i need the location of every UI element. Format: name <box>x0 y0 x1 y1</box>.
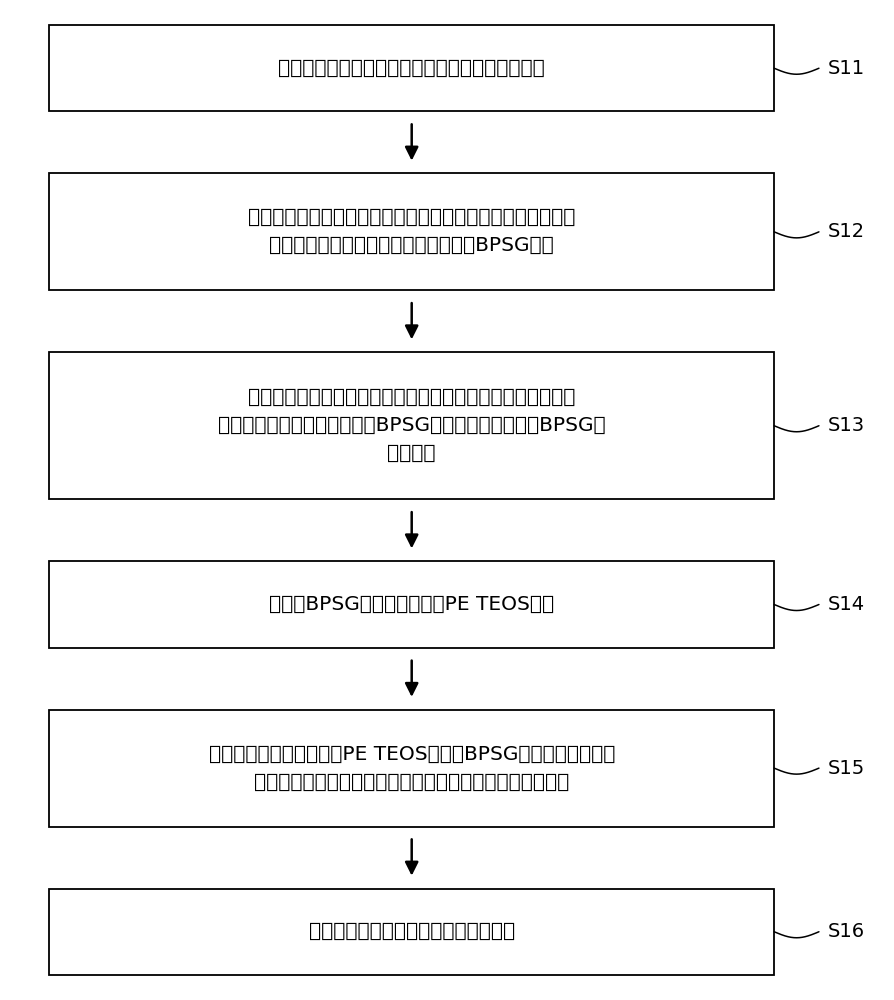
Text: 向所述反应腔内通入臭氧，使得残留的正硅酸乙酯、磷酸三乙
酯和硼酸三乙酯经过反应形成BPSG物质，并且附在所述BPSG薄
膜的表面: 向所述反应腔内通入臭氧，使得残留的正硅酸乙酯、磷酸三乙 酯和硼酸三乙酯经过反应形… <box>217 388 605 463</box>
Text: 在所述BPSG薄膜的表面形成PE TEOS薄膜: 在所述BPSG薄膜的表面形成PE TEOS薄膜 <box>269 595 553 614</box>
Text: S13: S13 <box>827 416 864 435</box>
Bar <box>49 889 773 975</box>
Text: S15: S15 <box>827 759 864 778</box>
Bar <box>49 352 773 499</box>
Text: 提供器件晶圆，并将所述器件晶圆放置于反应腔内: 提供器件晶圆，并将所述器件晶圆放置于反应腔内 <box>278 59 544 78</box>
Bar <box>49 710 773 827</box>
Text: S14: S14 <box>827 595 864 614</box>
Text: S11: S11 <box>827 59 864 78</box>
Text: 向所述孔洞内填充金属，以形成接触孔: 向所述孔洞内填充金属，以形成接触孔 <box>308 922 514 941</box>
Bar <box>49 173 773 290</box>
Text: S12: S12 <box>827 222 864 241</box>
Text: 向所述反应腔内通入正硅酸乙酯、磷酸三乙酯和硼酸三乙酯，
经过反应，在所述器件晶圆的表面形成BPSG薄膜: 向所述反应腔内通入正硅酸乙酯、磷酸三乙酯和硼酸三乙酯， 经过反应，在所述器件晶圆… <box>248 208 575 255</box>
Bar <box>49 25 773 111</box>
Text: S16: S16 <box>827 922 864 941</box>
Bar <box>49 561 773 648</box>
Text: 使用光刻胶依次刻蚀所述PE TEOS薄膜、BPSG薄膜进和部分厚度
的器件晶圆，以形成若干个间隔的孔洞，并且清洗掉光刻胶: 使用光刻胶依次刻蚀所述PE TEOS薄膜、BPSG薄膜进和部分厚度 的器件晶圆，… <box>208 745 614 792</box>
